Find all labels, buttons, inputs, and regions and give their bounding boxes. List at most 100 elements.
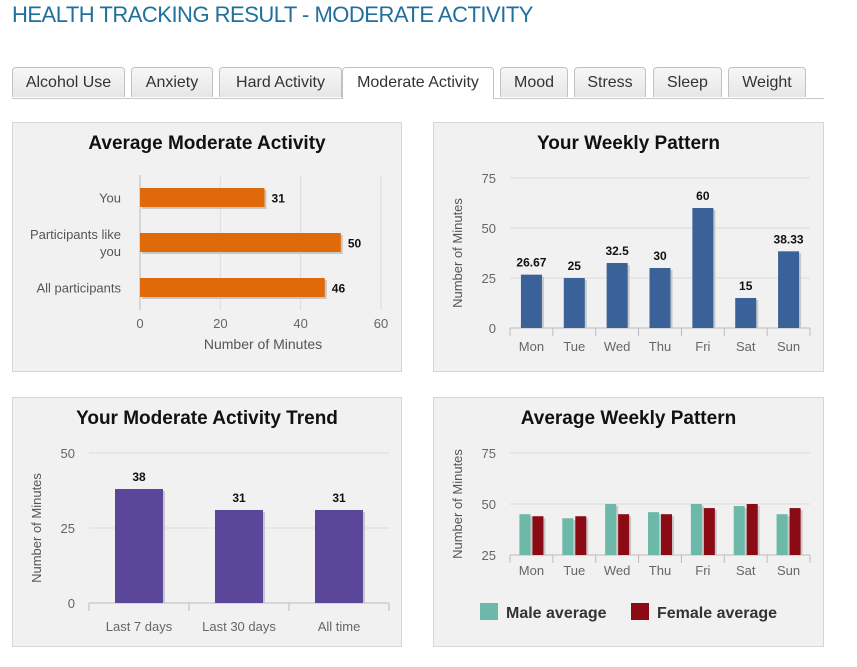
data-label: 50 xyxy=(348,237,362,251)
bar xyxy=(661,514,672,555)
tab-sleep[interactable]: Sleep xyxy=(653,67,722,97)
bar xyxy=(690,504,702,555)
x-tick-label: Wed xyxy=(604,339,631,354)
tab-bar: Alcohol Use Anxiety Hard Activity Modera… xyxy=(12,67,824,99)
bar xyxy=(532,516,544,555)
avg-activity-chart: 0 20 40 60 31 You 50 Participants like you 46 All … xyxy=(30,175,388,352)
avg-activity-panel: 0 20 40 60 31 You 50 Participants like you 46 All … xyxy=(12,122,402,372)
bar xyxy=(563,278,585,328)
tab-weight[interactable]: Weight xyxy=(728,67,806,97)
chart-title: Average Weekly Pattern xyxy=(520,408,737,429)
data-label: 25 xyxy=(568,259,582,273)
chart-title: Your Moderate Activity Trend xyxy=(76,408,338,429)
bar xyxy=(115,489,163,603)
legend-label: Female average xyxy=(657,605,777,622)
x-tick-label: Sat xyxy=(736,563,756,578)
data-label: 60 xyxy=(696,189,710,203)
bar xyxy=(520,274,542,328)
tab-anxiety[interactable]: Anxiety xyxy=(131,67,213,97)
y-tick-label: 75 xyxy=(482,446,496,461)
bar xyxy=(562,518,574,555)
x-tick-label: Fri xyxy=(695,563,710,578)
y-axis-title: Number of Minutes xyxy=(450,198,465,308)
tab-hard-activity[interactable]: Hard Activity xyxy=(219,67,342,97)
page-title: HEALTH TRACKING RESULT - MODERATE ACTIVI… xyxy=(12,2,533,27)
bar xyxy=(649,268,671,328)
category-label: you xyxy=(100,244,121,259)
data-label: 38.33 xyxy=(774,232,804,246)
x-tick-label: 40 xyxy=(293,316,307,331)
bar xyxy=(605,504,617,555)
bar xyxy=(215,510,263,603)
bar xyxy=(733,506,745,555)
y-tick-label: 50 xyxy=(61,446,75,461)
category-label: All participants xyxy=(36,281,121,296)
chart-title: Your Weekly Pattern xyxy=(536,133,721,154)
bar xyxy=(606,263,628,328)
tab-moderate-activity[interactable]: Moderate Activity xyxy=(342,67,494,99)
x-tick-label: Mon xyxy=(519,563,544,578)
legend-label: Male average xyxy=(506,605,607,622)
bar xyxy=(692,208,714,328)
bar xyxy=(735,298,757,328)
y-tick-label: 50 xyxy=(482,221,496,236)
data-label: 30 xyxy=(653,249,667,263)
data-label: 31 xyxy=(272,192,286,206)
bar xyxy=(746,504,758,555)
x-tick-label: Mon xyxy=(519,339,544,354)
data-label: 31 xyxy=(332,491,346,505)
weekly-pattern-chart: 0 25 50 75 Mon Tue Wed Thu Fri Sat Sun 26.67 25 32.5 3… xyxy=(450,171,811,354)
bar xyxy=(776,514,788,555)
tab-stress[interactable]: Stress xyxy=(574,67,646,97)
legend-swatch xyxy=(480,603,498,620)
bar xyxy=(519,514,531,555)
tab-alcohol-use[interactable]: Alcohol Use xyxy=(12,67,125,97)
data-label: 38 xyxy=(132,470,146,484)
y-axis-title: Number of Minutes xyxy=(450,449,465,559)
y-tick-label: 25 xyxy=(61,521,75,536)
bar xyxy=(140,233,341,252)
activity-trend-chart: 0 25 50 Last 7 days Last 30 days All time 38 31… xyxy=(29,446,390,634)
activity-trend-panel: 0 25 50 Last 7 days Last 30 days All time 38 31… xyxy=(12,397,402,647)
x-tick-label: 60 xyxy=(374,316,388,331)
x-tick-label: Fri xyxy=(695,339,710,354)
tab-mood[interactable]: Mood xyxy=(500,67,568,97)
chart-title: Average Moderate Activity xyxy=(88,133,326,154)
avg-weekly-pattern-chart: 25 50 75 Mon Tue Wed Thu Fri Sat Sun Number of Min… xyxy=(450,446,811,622)
x-tick-label: Thu xyxy=(649,339,671,354)
y-tick-label: 75 xyxy=(482,171,496,186)
category-label: Participants like xyxy=(30,227,121,242)
bar xyxy=(140,188,265,207)
bar xyxy=(778,251,800,328)
bar xyxy=(575,516,587,555)
data-label: 26.67 xyxy=(516,256,546,270)
data-label: 32.5 xyxy=(605,244,629,258)
bar xyxy=(703,508,715,555)
bar xyxy=(789,508,801,555)
x-tick-label: Wed xyxy=(604,563,631,578)
data-label: 31 xyxy=(232,491,246,505)
y-tick-label: 25 xyxy=(482,271,496,286)
x-tick-label: Sat xyxy=(736,339,756,354)
data-label: 46 xyxy=(332,282,346,296)
y-tick-label: 0 xyxy=(68,596,75,611)
x-tick-label: Last 7 days xyxy=(106,619,173,634)
x-tick-label: Sun xyxy=(777,563,800,578)
legend-swatch xyxy=(631,603,649,620)
x-tick-label: All time xyxy=(318,619,361,634)
bar xyxy=(315,510,363,603)
x-tick-label: Tue xyxy=(563,339,585,354)
bar xyxy=(648,512,659,555)
x-tick-label: Thu xyxy=(649,563,671,578)
y-tick-label: 0 xyxy=(489,321,496,336)
data-label: 15 xyxy=(739,279,753,293)
y-tick-label: 25 xyxy=(482,548,496,563)
x-axis-title: Number of Minutes xyxy=(204,336,322,352)
x-tick-label: 0 xyxy=(136,316,143,331)
avg-weekly-pattern-panel: 25 50 75 Mon Tue Wed Thu Fri Sat Sun Number of Min… xyxy=(433,397,824,647)
x-tick-label: Last 30 days xyxy=(202,619,276,634)
weekly-pattern-panel: 0 25 50 75 Mon Tue Wed Thu Fri Sat Sun 26.67 25 32.5 3… xyxy=(433,122,824,372)
bar xyxy=(618,514,630,555)
x-tick-label: 20 xyxy=(213,316,227,331)
x-tick-label: Sun xyxy=(777,339,800,354)
